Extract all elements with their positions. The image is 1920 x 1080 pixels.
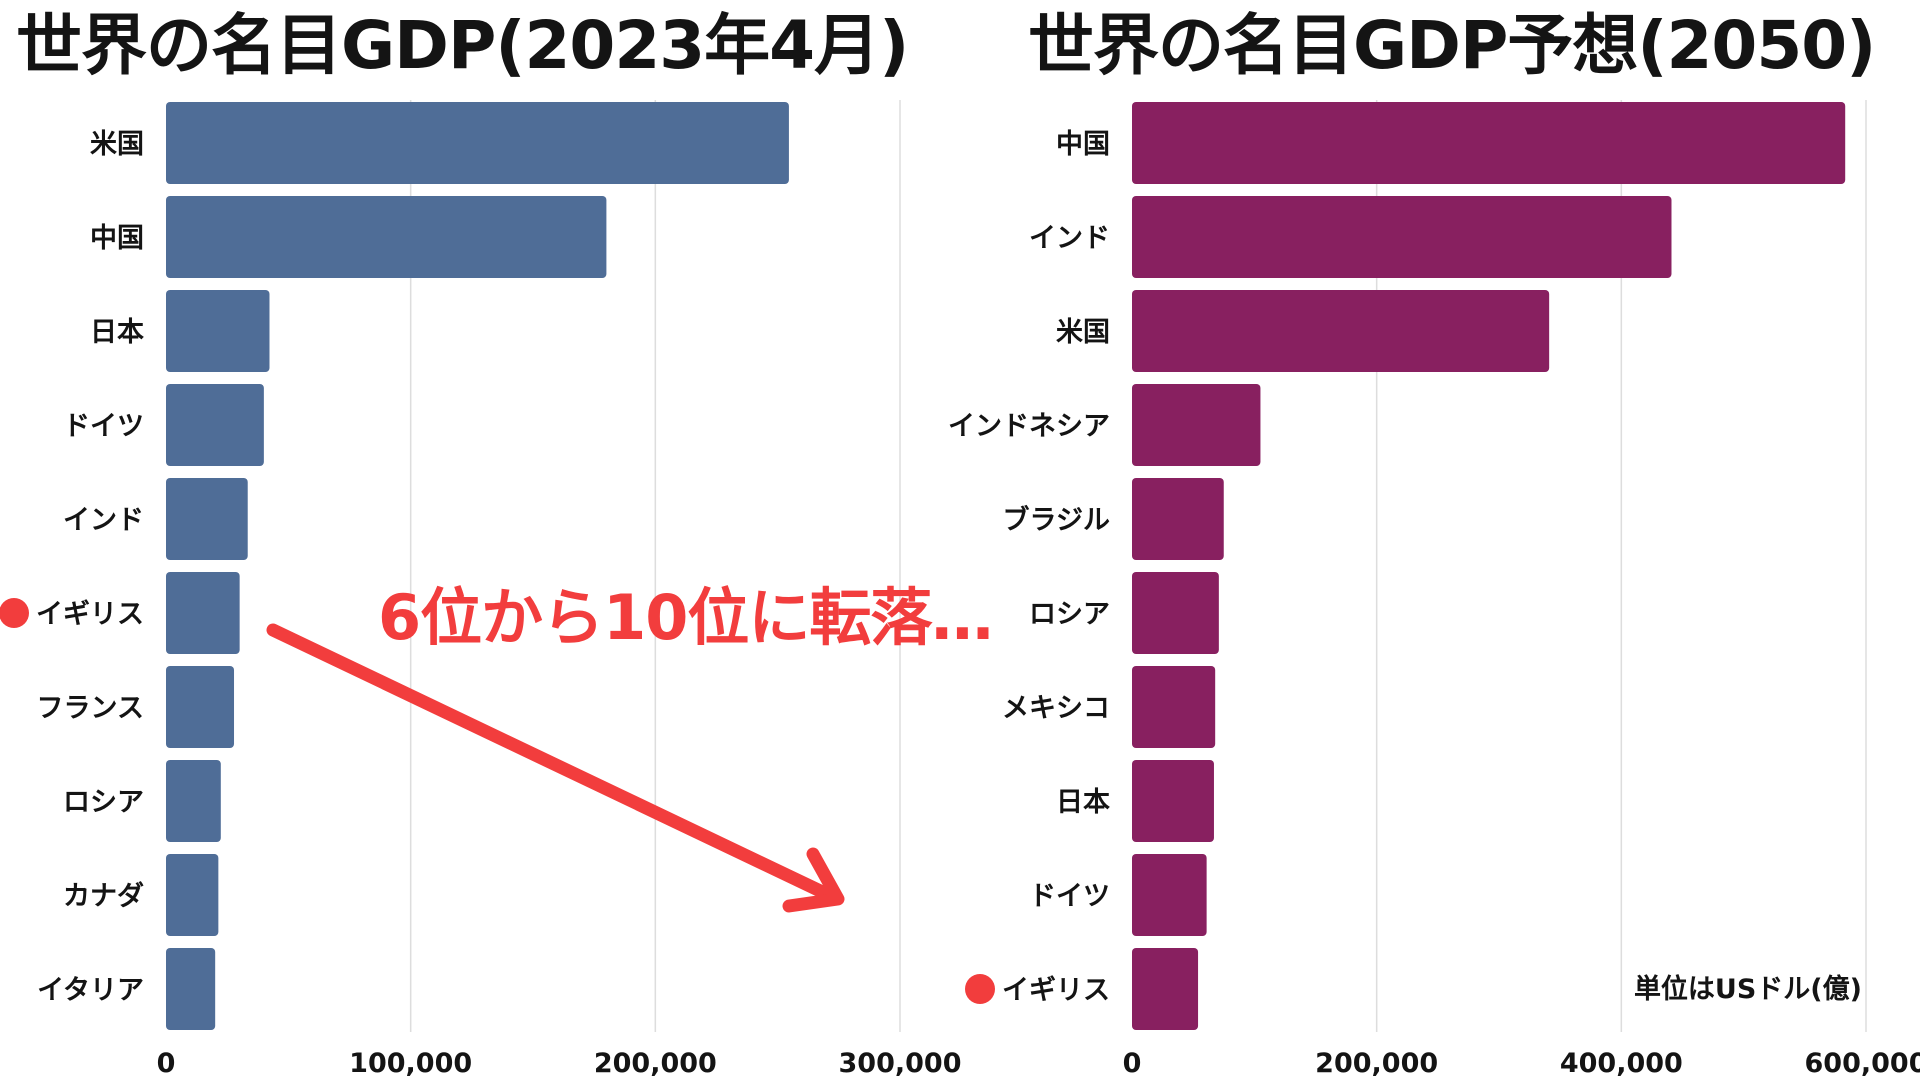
category-label: フランス: [37, 693, 144, 724]
category-label: 中国: [1056, 129, 1110, 160]
category-label: 日本: [90, 317, 144, 348]
category-label: インド: [1029, 223, 1110, 254]
category-label: ロシア: [1029, 599, 1110, 630]
category-label: イギリス: [1002, 975, 1110, 1006]
x-tick-label: 200,000: [594, 1048, 717, 1079]
category-label: 中国: [90, 223, 144, 254]
bar-8: [1132, 760, 1214, 842]
x-tick-label: 300,000: [839, 1048, 962, 1079]
bar-10: [1132, 948, 1199, 1030]
x-tick-label: 400,000: [1560, 1048, 1683, 1079]
bar-9: [1132, 854, 1207, 936]
category-label: メキシコ: [1002, 693, 1110, 724]
x-tick-label: 0: [157, 1048, 176, 1079]
x-tick-label: 100,000: [349, 1048, 472, 1079]
category-label: 日本: [1056, 787, 1110, 818]
bar-3: [166, 290, 270, 372]
arrow-icon: [266, 623, 845, 913]
bar-9: [166, 854, 219, 936]
bar-10: [166, 948, 216, 1030]
bar-6: [166, 572, 240, 654]
category-label: インドネシア: [948, 411, 1110, 442]
category-label: ブラジル: [1003, 504, 1110, 536]
bar-4: [166, 384, 264, 466]
rank-drop-annotation: 6位から10位に転落…: [378, 581, 993, 654]
category-label: ロシア: [63, 787, 144, 818]
highlight-marker-icon: [0, 598, 29, 628]
bar-7: [1132, 666, 1216, 748]
category-label: ドイツ: [1029, 881, 1110, 912]
bar-1: [166, 102, 789, 184]
bar-5: [166, 478, 248, 560]
category-label: イギリス: [36, 599, 144, 630]
x-tick-label: 0: [1123, 1048, 1142, 1079]
category-label: インド: [63, 505, 144, 536]
bar-1: [1132, 102, 1846, 184]
bar-4: [1132, 384, 1261, 466]
x-tick-label: 600,000: [1805, 1048, 1920, 1079]
unit-label: 単位はUSドル(億): [1634, 973, 1862, 1005]
bar-5: [1132, 478, 1224, 560]
bar-2: [1132, 196, 1672, 278]
bar-7: [166, 666, 235, 748]
bar-2: [166, 196, 607, 278]
category-label: ドイツ: [63, 411, 144, 442]
category-label: 米国: [90, 129, 144, 160]
category-label: イタリア: [37, 975, 144, 1006]
bar-3: [1132, 290, 1550, 372]
bar-6: [1132, 572, 1219, 654]
bar-8: [166, 760, 221, 842]
highlight-marker-icon: [965, 974, 995, 1004]
chart-title-forecast: 世界の名目GDP予想(2050): [1028, 7, 1876, 84]
chart-title-current: 世界の名目GDP(2023年4月): [16, 7, 909, 84]
category-label: カナダ: [63, 880, 144, 912]
x-tick-label: 200,000: [1315, 1048, 1438, 1079]
category-label: 米国: [1056, 317, 1110, 348]
